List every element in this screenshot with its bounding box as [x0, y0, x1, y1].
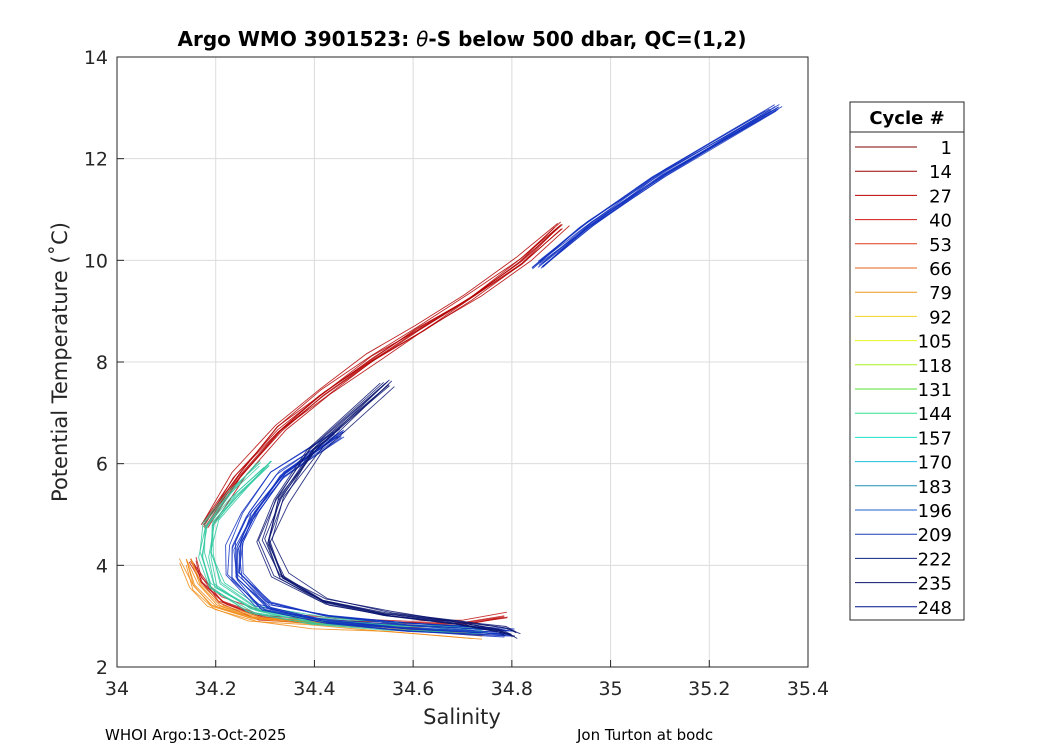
legend-entries: 1 14 27 40 53 66 79 92 105 118 131 144 157 170 183 196 2…	[855, 138, 952, 619]
chart-title: Argo WMO 3901523: θ-S below 500 dbar, QC…	[178, 27, 747, 51]
footer-right: Jon Turton at bodc	[576, 726, 713, 744]
legend-label: 209	[918, 525, 952, 546]
legend-entry: 144	[855, 404, 952, 425]
y-tick-label: 4	[96, 555, 108, 577]
profile-line	[211, 225, 570, 527]
y-tick-label: 8	[96, 352, 108, 374]
profile-line	[225, 431, 503, 633]
legend-label: 66	[929, 259, 952, 280]
legend-label: 235	[918, 574, 952, 595]
legend-entry: 14	[855, 162, 952, 183]
profile-line	[542, 106, 783, 264]
legend-label: 1	[941, 138, 952, 159]
profile-line	[239, 430, 513, 632]
legend-entry: 170	[855, 453, 952, 474]
profile-line	[531, 110, 772, 269]
legend-label: 79	[929, 283, 952, 304]
x-tick-label: 34	[105, 678, 129, 700]
profile-line	[200, 225, 561, 525]
profile-line	[179, 562, 473, 640]
legend-entry: 79	[855, 283, 952, 304]
legend-label: 105	[918, 332, 952, 353]
legend-entry: 209	[855, 525, 952, 546]
legend-entry: 196	[855, 501, 952, 522]
profile-line	[271, 380, 521, 635]
legend: Cycle # 1 14 27 40 53 66 79 92 105 118 131 144 157 17…	[849, 101, 965, 621]
series-5	[256, 379, 521, 639]
profile-line	[198, 465, 479, 635]
legend-entry: 40	[855, 211, 952, 232]
profile-line	[227, 432, 498, 633]
x-tick-label: 34.6	[392, 678, 434, 700]
legend-label: 14	[929, 162, 952, 183]
series-4	[225, 104, 783, 638]
profile-line	[207, 228, 562, 529]
y-tick-label: 12	[84, 149, 108, 171]
legend-entry: 131	[855, 380, 952, 401]
x-tick-label: 35	[598, 678, 622, 700]
legend-entry: 1	[855, 138, 952, 159]
profile-line	[202, 223, 558, 524]
legend-entry: 222	[855, 549, 952, 570]
series-0	[200, 221, 570, 529]
legend-label: 157	[918, 428, 952, 449]
legend-entry: 53	[855, 235, 952, 256]
profile-line	[203, 221, 562, 523]
profile-line	[541, 109, 779, 268]
legend-entry: 235	[855, 574, 952, 595]
y-tick-label: 14	[84, 47, 108, 69]
y-tick-label: 10	[84, 250, 108, 272]
profile-line	[532, 110, 766, 270]
legend-entry: 157	[855, 428, 952, 449]
profile-line	[543, 106, 776, 267]
y-tick-label: 2	[96, 657, 108, 679]
x-tick-label: 34.2	[195, 678, 237, 700]
legend-label: 183	[918, 477, 952, 498]
legend-entry: 92	[855, 307, 952, 328]
legend-label: 196	[918, 501, 952, 522]
legend-entry: 105	[855, 332, 952, 353]
legend-title: Cycle #	[869, 108, 944, 129]
legend-entry: 118	[855, 356, 952, 377]
legend-entry: 27	[855, 186, 952, 207]
legend-label: 53	[929, 235, 952, 256]
profile-line	[264, 379, 517, 634]
tick-labels: 34 34.2 34.4 34.6 34.8 35 35.2 35.4 2 4 6 8 10 12 14	[84, 47, 829, 700]
footer-left: WHOI Argo:13-Oct-2025	[105, 726, 286, 744]
legend-entry: 183	[855, 477, 952, 498]
y-axis-label: Potential Temperature (˚C)	[48, 222, 72, 502]
x-tick-label: 34.8	[491, 678, 533, 700]
legend-label: 118	[918, 356, 952, 377]
legend-label: 131	[918, 380, 952, 401]
x-tick-label: 35.2	[688, 678, 730, 700]
y-tick-label: 6	[96, 454, 108, 476]
legend-label: 144	[918, 404, 952, 425]
legend-label: 27	[929, 186, 952, 207]
x-tick-label: 35.4	[787, 678, 829, 700]
x-tick-label: 34.4	[293, 678, 335, 700]
legend-box	[849, 101, 965, 621]
legend-label: 248	[918, 598, 952, 619]
legend-label: 40	[929, 211, 952, 232]
profile-line	[268, 384, 512, 636]
data-series	[178, 104, 783, 640]
profile-line	[203, 224, 563, 525]
profile-line	[236, 436, 511, 635]
legend-entry: 248	[855, 598, 952, 619]
legend-label: 170	[918, 453, 952, 474]
legend-label: 92	[929, 307, 952, 328]
legend-entry: 66	[855, 259, 952, 280]
profile-line	[237, 436, 512, 637]
x-axis-label: Salinity	[423, 705, 501, 729]
legend-label: 222	[918, 549, 952, 570]
